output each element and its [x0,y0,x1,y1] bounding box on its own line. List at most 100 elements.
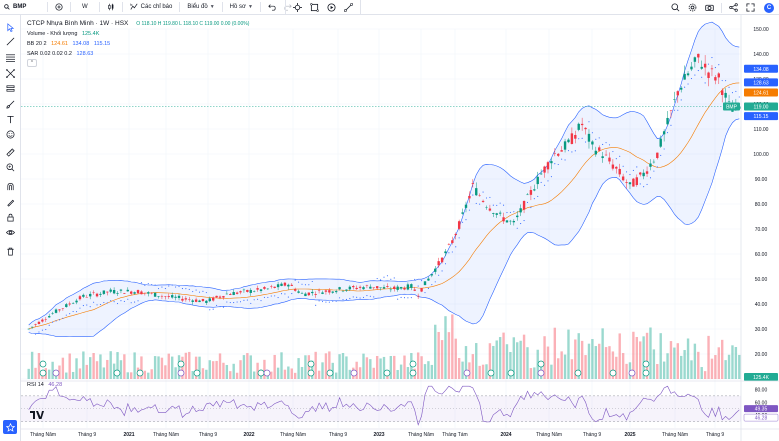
price-tick-label: 110.00 [754,127,769,133]
interval-button[interactable]: W [74,0,96,15]
volume-bar [164,365,167,379]
volume-bar [519,340,522,379]
sar-dot [499,202,501,204]
candles-type-button[interactable] [103,0,119,15]
forecast-tool-button[interactable] [5,83,16,94]
volume-bar [345,356,348,379]
candle-body [700,66,703,69]
price-chart[interactable]: 150.00140.00130.00120.00110.00100.0090.0… [21,15,779,441]
candle-body [95,293,99,297]
volume-bar [437,331,440,379]
candle-body [690,66,693,70]
price-tick-label: 80.00 [755,202,768,208]
candle-body [669,110,673,111]
bb-mid-value: 124.61 [51,41,68,47]
sar-dot [369,295,371,297]
sar-dot [629,174,631,176]
candle-body [399,287,403,289]
undo-button[interactable] [264,0,280,15]
fib-tool-button[interactable] [5,52,16,63]
sar-dot [106,302,108,304]
volume-bar [560,351,563,379]
compare-button[interactable] [51,0,67,15]
sar-dot [243,299,245,301]
dividend-marker [326,369,334,377]
candle-body [557,153,560,156]
sar-dot [663,148,665,150]
sar-dot [246,299,248,301]
volume-bar [440,340,444,379]
trend-line-button[interactable] [5,36,16,47]
emoji-tool-button[interactable] [5,129,16,140]
lock-drawings-button[interactable] [5,212,16,223]
chart-area[interactable]: 150.00140.00130.00120.00110.00100.0090.0… [21,15,779,441]
text-tool-button[interactable] [5,114,16,125]
volume-bar [235,372,239,379]
candle-body [577,123,580,130]
brush-tool-button[interactable] [5,99,16,110]
volume-legend[interactable]: Volume - Khối lượng 125.4K [27,31,99,37]
candle-body [509,220,512,222]
candle-body [601,156,604,159]
collapse-legend-button[interactable]: ⌃ [27,59,37,67]
account-avatar[interactable]: C [764,2,774,13]
settings-button[interactable] [684,0,701,15]
share-button[interactable] [725,0,742,15]
earnings-marker [537,369,545,377]
candle-body [481,200,485,202]
volume-bar [570,359,574,379]
candle-body [386,286,389,288]
candle-body [512,220,516,223]
candle-body [536,176,539,185]
sar-dot [526,201,529,203]
symbol-search[interactable]: BMP [0,0,44,15]
sar-legend[interactable]: SAR 0.02 0.02 0.2 128.63 [27,51,93,57]
rectangle-tool-button[interactable] [306,0,323,15]
pin-tool-button[interactable] [289,0,306,15]
sar-dot [509,211,511,213]
stay-drawing-button[interactable] [5,197,16,208]
measure-tool-button[interactable] [5,147,16,158]
fullscreen-button[interactable] [742,0,759,15]
search-price-button[interactable] [667,0,684,15]
bollinger-band-fill [28,22,740,337]
candle-body [584,127,587,130]
volume-bar [242,355,246,379]
volume-bar [181,356,184,379]
dividend-marker [507,369,515,377]
volume-bar [372,367,375,379]
replay-tool-button[interactable] [323,0,340,15]
trend-line-tool-button[interactable] [340,0,357,15]
sar-dot [140,282,142,284]
rsi-legend[interactable]: RSI 14 46.28 [27,382,62,388]
cursor-tool-button[interactable] [5,22,16,33]
hide-drawings-button[interactable] [5,227,16,238]
candle-body [710,68,714,70]
sar-dot [458,237,460,239]
bollinger-legend[interactable]: BB 20 2 124.61 134.08 115.15 [27,41,110,47]
chart-legend-title[interactable]: CTCP Nhựa Bình Minh · 1W · HSX O 118.10 … [27,20,249,27]
zoom-tool-button[interactable] [5,162,16,173]
time-axis-label: Tháng Năm [153,432,179,438]
magnet-tool-button[interactable] [5,181,16,192]
candle-body [666,117,669,125]
bb-upper-badge-bg [744,64,778,73]
profile-dropdown[interactable]: Hồ sơ ▼ [226,0,257,15]
candle-body [58,309,61,311]
volume-bar [406,367,410,379]
indicators-button[interactable]: fx Các chỉ báo [126,0,177,15]
delete-drawings-button[interactable] [5,246,16,257]
candle-body [434,268,437,272]
pattern-tool-button[interactable] [5,68,16,79]
dividend-marker [642,369,650,377]
sar-dot [386,275,388,277]
volume-bar [130,372,133,379]
candle-body [673,99,676,100]
sar-dot [390,278,392,280]
camera-button[interactable] [701,0,718,15]
sar-dot [485,197,488,199]
watchlist-star-button[interactable] [3,420,17,434]
candle-body [147,292,150,294]
chart-type-dropdown[interactable]: Biểu đồ ▼ [183,0,218,15]
sar-dot [667,132,669,134]
